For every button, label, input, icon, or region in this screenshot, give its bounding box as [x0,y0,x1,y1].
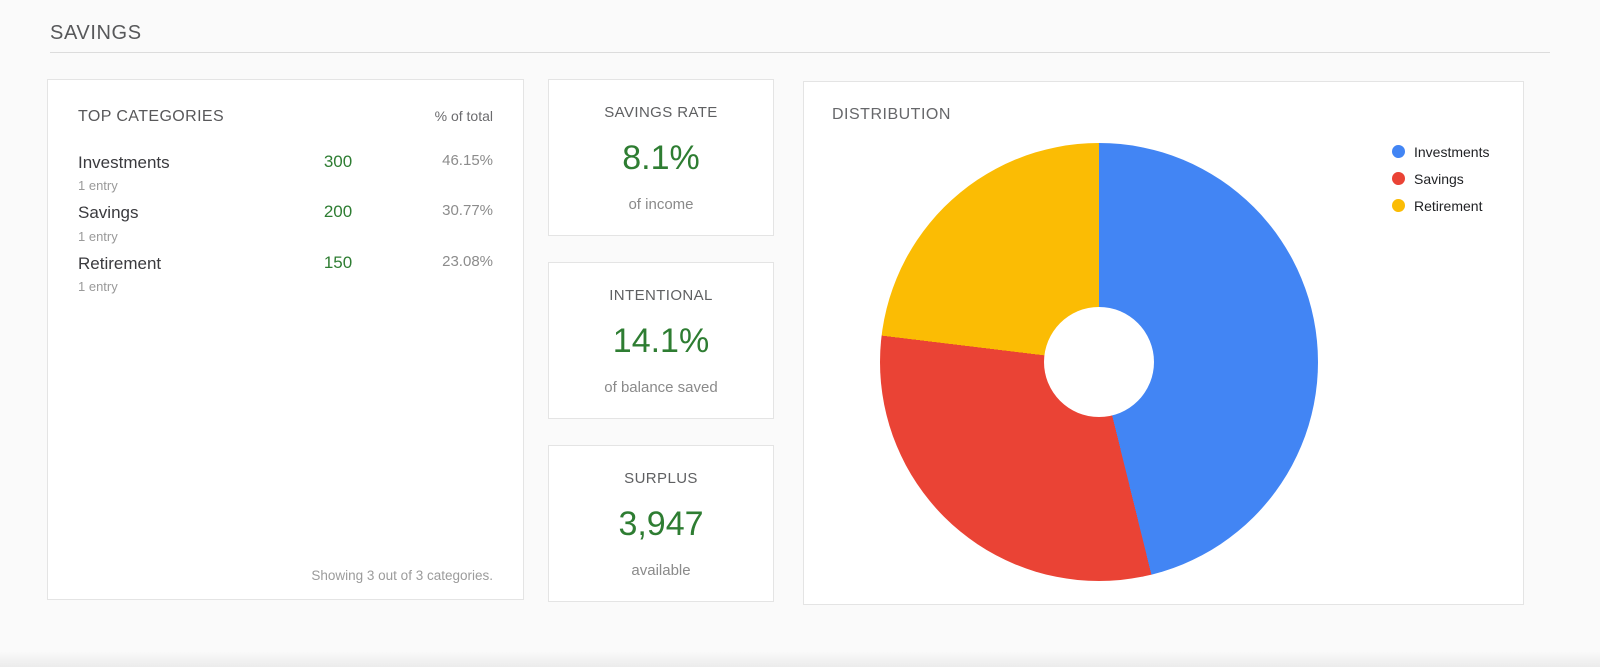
intentional-caption: of balance saved [604,379,718,396]
legend-item-retirement[interactable]: Retirement [1392,192,1489,219]
surplus-card: SURPLUS 3,947 available [548,445,774,602]
intentional-title: INTENTIONAL [609,287,713,304]
surplus-caption: available [631,562,691,579]
legend-dot-retirement-icon [1392,199,1405,212]
top-categories-title: TOP CATEGORIES [78,108,225,125]
category-name: Retirement [78,253,162,273]
category-name: Investments [78,153,170,172]
surplus-value: 3,947 [618,505,704,543]
savings-rate-value: 8.1% [622,139,700,177]
intentional-value: 14.1% [612,322,710,360]
category-percent: 46.15% [442,152,493,169]
distribution-donut-chart[interactable] [880,143,1318,581]
category-amount: 150 [323,252,353,272]
category-percent: 30.77% [442,202,493,220]
category-entries: 1 entry [78,278,118,294]
category-percent: 23.08% [442,252,493,270]
category-row-investments[interactable]: Investments 1 entry 300 46.15% [78,152,493,193]
stat-cards-column: SAVINGS RATE 8.1% of income INTENTIONAL … [548,79,774,602]
legend-item-investments[interactable]: Investments [1392,138,1489,165]
category-name: Savings [78,203,139,223]
category-entries: 1 entry [78,178,118,194]
category-amount: 200 [323,202,353,222]
savings-rate-title: SAVINGS RATE [604,104,718,121]
category-row-savings[interactable]: Savings 1 entry 200 30.77% [78,202,493,243]
category-amount: 300 [323,152,353,171]
savings-rate-card: SAVINGS RATE 8.1% of income [548,79,774,236]
surplus-title: SURPLUS [624,470,698,487]
percent-of-total-header: % of total [434,108,493,124]
distribution-panel: DISTRIBUTION Investments Savings Retirem… [803,81,1524,605]
top-categories-header: TOP CATEGORIES % of total [78,108,493,126]
chart-legend: Investments Savings Retirement [1392,138,1489,219]
title-divider [50,52,1550,53]
savings-rate-caption: of income [628,196,694,213]
distribution-title: DISTRIBUTION [832,106,951,123]
top-categories-panel: TOP CATEGORIES % of total Investments 1 … [47,79,524,600]
legend-label: Savings [1414,170,1464,187]
page-title: SAVINGS [50,22,142,44]
category-row-retirement[interactable]: Retirement 1 entry 150 23.08% [78,253,493,294]
category-entries: 1 entry [78,228,118,244]
legend-item-savings[interactable]: Savings [1392,165,1489,192]
categories-footer-note: Showing 3 out of 3 categories. [311,568,493,583]
legend-dot-investments-icon [1392,145,1405,158]
legend-dot-savings-icon [1392,172,1405,185]
legend-label: Retirement [1414,197,1483,214]
legend-label: Investments [1414,143,1490,160]
intentional-card: INTENTIONAL 14.1% of balance saved [548,262,774,419]
